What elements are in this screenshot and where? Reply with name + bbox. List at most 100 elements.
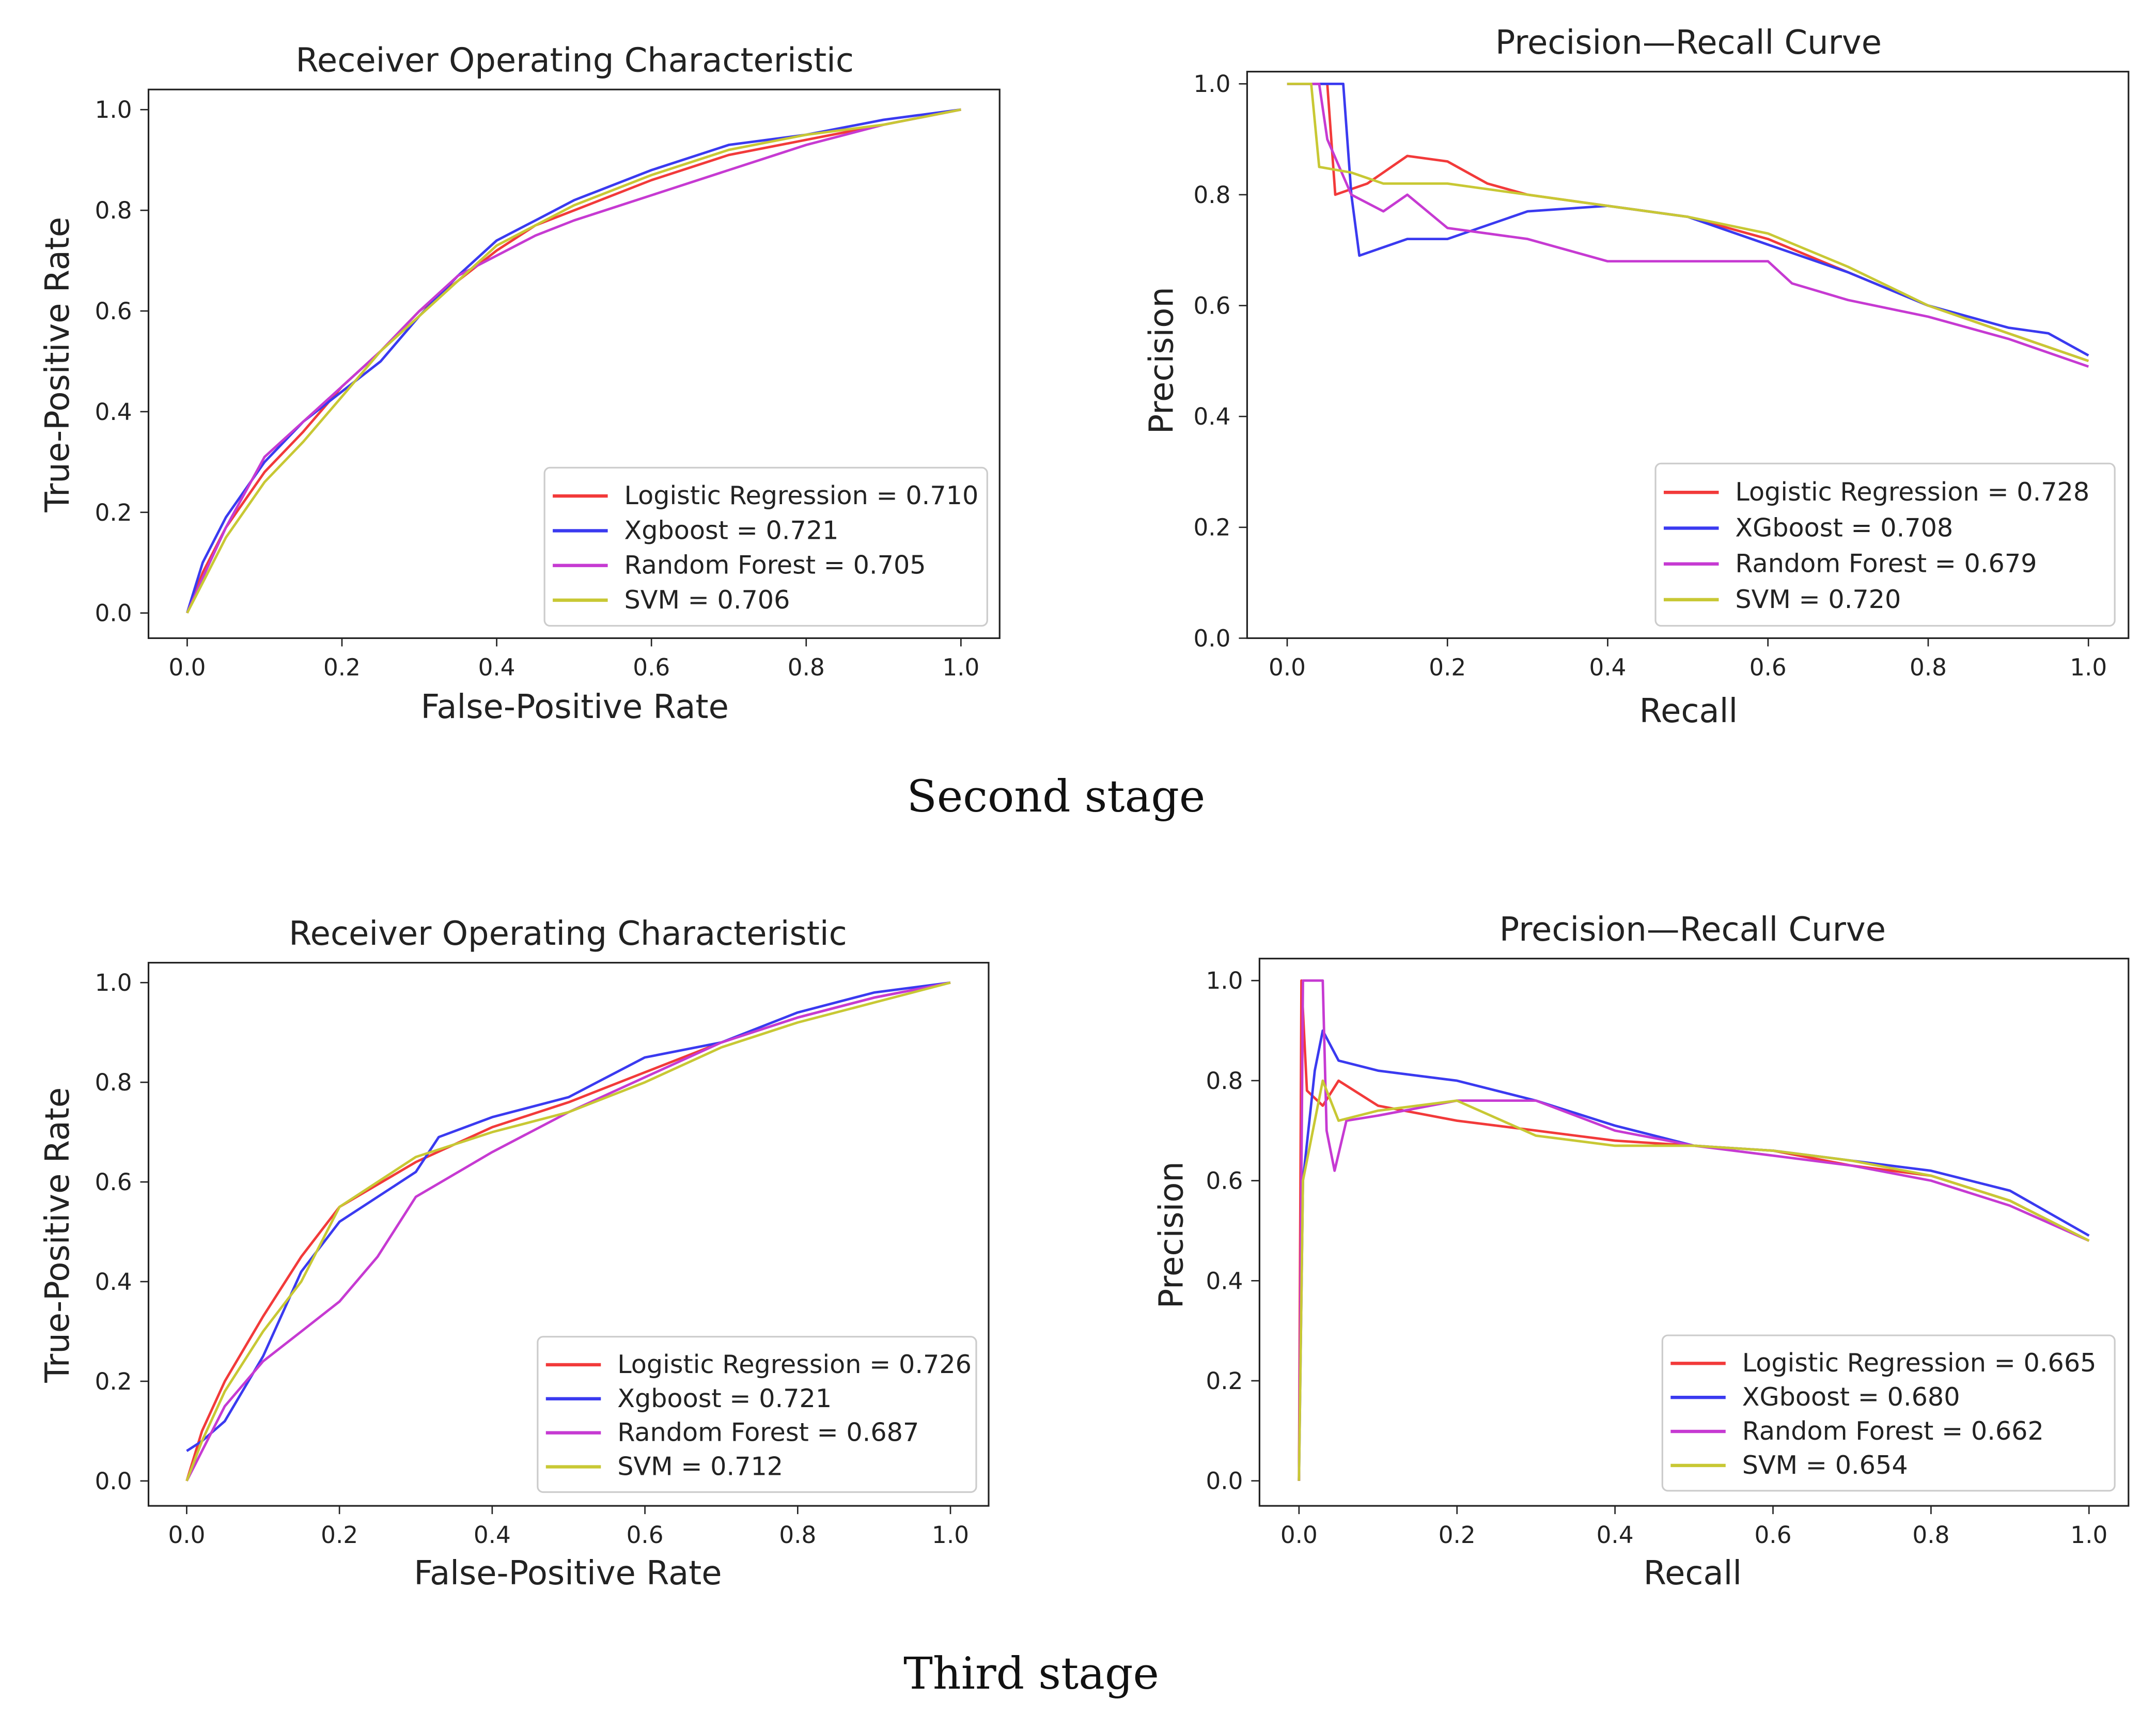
axes-frame	[1246, 71, 2130, 640]
x-tick-label: 0.4	[1589, 653, 1626, 681]
legend-box	[1654, 462, 2116, 627]
series-line-random-forest	[185, 981, 951, 1482]
x-tick-label: 1.0	[2070, 1521, 2107, 1549]
x-tick-label: 1.0	[942, 653, 979, 681]
x-tick-label: 1.0	[932, 1521, 969, 1549]
y-tick-label: 0.4	[1206, 1267, 1243, 1295]
x-tick-label: 0.0	[168, 653, 206, 681]
legend: Logistic Regression = 0.728 XGboost = 0.7…	[1654, 462, 2116, 627]
y-tick-label: 0.8	[1206, 1067, 1243, 1095]
legend: Logistic Regression = 0.726 Xgboost = 0.7…	[537, 1336, 977, 1493]
caption-second-stage: Second stage	[907, 771, 1205, 822]
legend-entry: SVM = 0.720	[1735, 584, 1901, 614]
x-tick-label: 0.8	[779, 1521, 816, 1549]
y-tick-label: 0.0	[95, 1468, 132, 1495]
legend-entry: Logistic Regression = 0.710	[624, 480, 979, 510]
chart-pr-third: Precision—Recall Curve 0.0 0.2 0.4 0.6 0.8 1.0…	[1152, 911, 2130, 1593]
legend-entry: XGboost = 0.680	[1742, 1382, 1960, 1412]
series-line-svm	[1298, 1079, 2090, 1481]
y-axis-label: Precision	[1143, 287, 1181, 434]
legend-box	[1661, 1334, 2116, 1492]
series-line-svm	[186, 108, 961, 614]
x-axis-label: False-Positive Rate	[414, 1554, 722, 1593]
x-tick-label: 1.0	[2070, 653, 2107, 681]
y-tick-label: 0.2	[95, 1368, 132, 1395]
y-tick-label: 0.6	[95, 298, 132, 325]
y-tick-label: 1.0	[95, 96, 132, 123]
y-tick-label: 0.0	[95, 600, 132, 627]
legend-entry: SVM = 0.654	[1742, 1450, 1908, 1480]
x-tick-label: 0.2	[323, 653, 361, 681]
legend-entry: XGboost = 0.708	[1735, 512, 1953, 542]
x-tick-label: 0.6	[633, 653, 670, 681]
y-tick-label: 0.2	[1194, 514, 1231, 541]
chart-title: Receiver Operating Characteristic	[295, 42, 854, 80]
legend: Logistic Regression = 0.710 Xgboost = 0.7…	[543, 466, 988, 627]
legend-entry: Logistic Regression = 0.665	[1742, 1348, 2097, 1378]
y-tick-label: 0.6	[1206, 1167, 1243, 1195]
legend-box	[543, 466, 988, 627]
series-line-random-forest	[1298, 979, 2090, 1481]
y-tick-label: 0.4	[95, 1268, 132, 1296]
chart-title: Receiver Operating Characteristic	[289, 915, 847, 953]
y-tick-label: 0.4	[95, 398, 132, 426]
chart-title: Precision—Recall Curve	[1499, 911, 1886, 949]
series-line-xgboost	[186, 981, 951, 1452]
axes-frame	[147, 962, 990, 1507]
y-tick-label: 0.0	[1206, 1468, 1243, 1495]
y-tick-label: 0.0	[1194, 625, 1231, 652]
legend-entry: Random Forest = 0.687	[617, 1417, 919, 1447]
x-tick-label: 0.2	[321, 1521, 358, 1549]
x-axis-label: Recall	[1644, 1554, 1742, 1593]
legend-entry: Random Forest = 0.705	[624, 550, 926, 580]
y-tick-label: 0.8	[95, 1069, 132, 1096]
legend-entry: Random Forest = 0.679	[1735, 549, 2037, 579]
x-tick-label: 0.8	[1912, 1521, 1949, 1549]
y-tick-label: 1.0	[1194, 70, 1231, 98]
y-tick-label: 1.0	[95, 969, 132, 996]
legend-entry: Logistic Regression = 0.726	[617, 1349, 972, 1379]
y-axis-label: True-Positive Rate	[39, 217, 77, 513]
x-tick-label: 0.2	[1439, 1521, 1476, 1549]
x-tick-label: 0.6	[627, 1521, 664, 1549]
axes-frame	[147, 88, 1001, 640]
y-tick-label: 0.4	[1194, 403, 1231, 430]
x-axis-label: Recall	[1639, 692, 1738, 730]
legend-entry: Logistic Regression = 0.728	[1735, 477, 2089, 507]
series-line-random-forest	[1287, 82, 2089, 368]
chart-roc-second: Receiver Operating Characteristic 0.0 0.2 0…	[39, 42, 1001, 726]
x-tick-label: 0.8	[788, 653, 825, 681]
legend-entry: Random Forest = 0.662	[1742, 1416, 2044, 1446]
chart-roc-third: Receiver Operating Characteristic 0.0 0.2 0…	[39, 915, 990, 1593]
legend-box	[537, 1336, 977, 1493]
x-tick-label: 0.0	[1269, 653, 1306, 681]
y-tick-label: 0.8	[1194, 181, 1231, 209]
x-tick-label: 0.6	[1755, 1521, 1792, 1549]
series-line-random-forest	[186, 108, 961, 614]
x-tick-label: 0.4	[478, 653, 515, 681]
x-tick-label: 0.4	[1597, 1521, 1634, 1549]
chart-title: Precision—Recall Curve	[1495, 24, 1882, 62]
y-axis-label: Precision	[1152, 1161, 1191, 1308]
series-line-svm	[1287, 82, 2089, 363]
x-tick-label: 0.8	[1910, 653, 1947, 681]
y-axis-label: True-Positive Rate	[39, 1087, 77, 1383]
series-line-svm	[185, 981, 951, 1482]
axes-frame	[1258, 958, 2130, 1507]
x-tick-label: 0.2	[1429, 653, 1466, 681]
x-tick-label: 0.0	[168, 1521, 205, 1549]
series-line-xgboost	[1287, 82, 2089, 357]
legend-entry: SVM = 0.706	[624, 585, 790, 615]
y-tick-label: 0.8	[95, 197, 132, 224]
x-tick-label: 0.0	[1280, 1521, 1318, 1549]
y-tick-label: 1.0	[1206, 967, 1243, 994]
legend-entry: Xgboost = 0.721	[617, 1383, 832, 1413]
legend-entry: SVM = 0.712	[617, 1452, 783, 1482]
y-tick-label: 0.2	[95, 499, 132, 526]
x-axis-label: False-Positive Rate	[421, 688, 729, 726]
y-tick-label: 0.6	[95, 1168, 132, 1196]
y-tick-label: 0.2	[1206, 1367, 1243, 1395]
y-tick-label: 0.6	[1194, 292, 1231, 320]
x-tick-label: 0.6	[1749, 653, 1787, 681]
